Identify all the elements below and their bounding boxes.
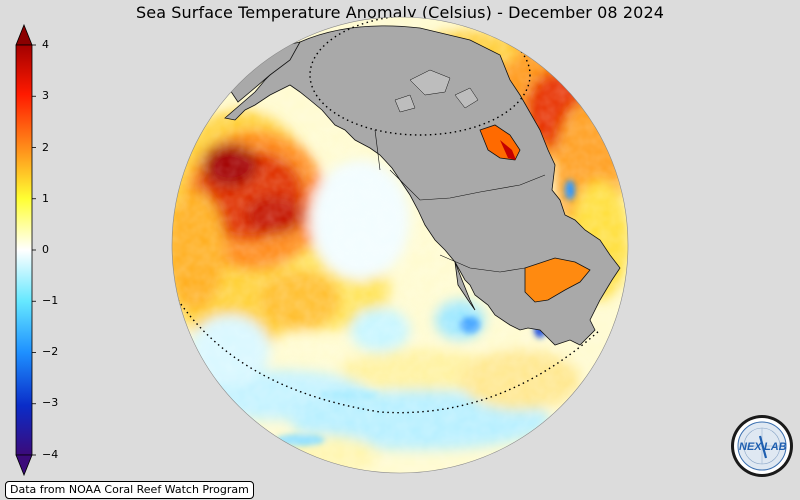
- colorbar-tick-label: −2: [42, 345, 59, 358]
- colorbar-min-arrow: [15, 454, 33, 477]
- ocean-anomaly-field: [172, 17, 628, 473]
- colorbar-tick-label: 3: [42, 89, 49, 102]
- colorbar-tick-label: 1: [42, 192, 49, 205]
- colorbar: [15, 23, 36, 477]
- colorbar-tick-label: 0: [42, 243, 49, 256]
- latitude-lines: [177, 17, 601, 414]
- data-credit: Data from NOAA Coral Reef Watch Program: [5, 481, 254, 499]
- logo-text-right: LAB: [764, 441, 787, 453]
- land-masses: [224, 25, 621, 346]
- colorbar-tick-label: −1: [42, 294, 59, 307]
- colorbar-tick-label: 4: [42, 38, 49, 51]
- country-borders: [374, 129, 546, 273]
- nexlab-logo: NEX LAB: [731, 415, 793, 477]
- logo-text-left: NEX: [739, 441, 762, 453]
- colorbar-ticks: [32, 44, 36, 456]
- colorbar-tick-label: −4: [42, 448, 59, 461]
- map-title: Sea Surface Temperature Anomaly (Celsius…: [136, 3, 664, 22]
- globe-outline: [171, 16, 629, 474]
- colorbar-tick-label: 2: [42, 141, 49, 154]
- colorbar-tick-label: −3: [42, 396, 59, 409]
